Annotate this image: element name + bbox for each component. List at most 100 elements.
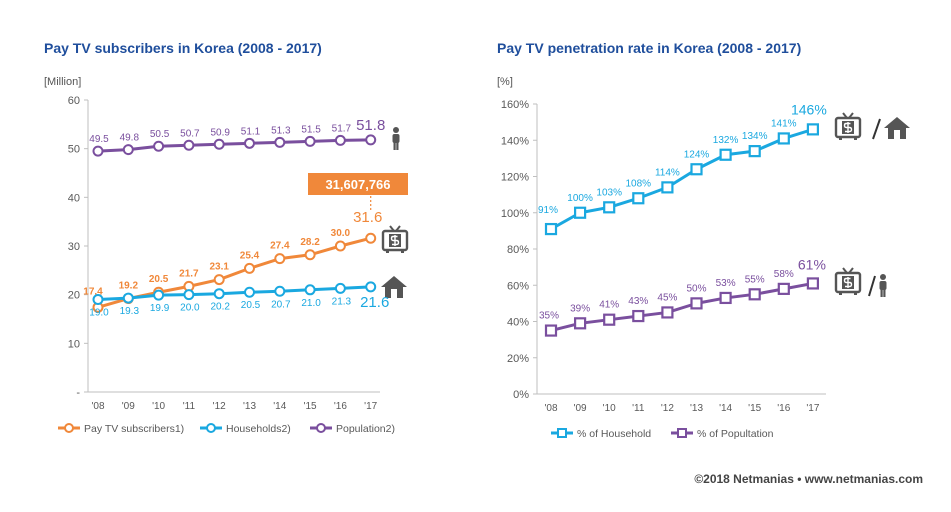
population-rate-point (544, 324, 558, 337)
household-rate-point (603, 201, 616, 214)
subscribers-point (274, 253, 286, 265)
left-legend-swatch-marker (64, 423, 74, 433)
population-point (92, 145, 104, 157)
household-rate-data-label: 132% (713, 135, 739, 146)
left-chart-y-tick-label: 50 (68, 144, 80, 156)
household-rate-point (632, 192, 645, 205)
left-chart-y-tick-label: - (76, 387, 80, 399)
population-point (304, 135, 316, 147)
left-legend-swatch-marker (316, 423, 326, 433)
left-legend-label: Pay TV subscribers1) (84, 423, 184, 435)
right-chart-y-tick-label: 120% (501, 172, 529, 184)
tv-per-person-icon (834, 267, 887, 297)
household-rate-point (690, 163, 703, 176)
households-point (274, 285, 286, 297)
population-rate-point (603, 313, 616, 326)
population-data-label: 51.1 (241, 126, 261, 137)
subscribers-data-label: 27.4 (270, 241, 290, 252)
population-data-label: 50.5 (150, 129, 170, 140)
households-point (183, 289, 195, 301)
left-legend-swatch-marker (206, 423, 216, 433)
left-chart-x-tick-label: '17 (364, 401, 377, 412)
population-rate-data-label: 41% (599, 300, 619, 311)
population-rate-data-label: 58% (774, 269, 794, 280)
households-point (365, 281, 377, 293)
population-data-label: 50.9 (210, 127, 230, 138)
right-legend-label: % of Household (577, 428, 651, 440)
right-legend-swatch-marker (677, 428, 687, 438)
household-rate-data-label: 108% (626, 178, 652, 189)
left-chart-x-tick-label: '16 (334, 401, 347, 412)
population-point (274, 136, 286, 148)
left-chart-x-tick-label: '13 (243, 401, 256, 412)
left-chart-unit: [Million] (44, 76, 82, 88)
households-data-label: 20.7 (271, 299, 291, 310)
footer-credit: ©2018 Netmanias • www.netmanias.com (694, 472, 923, 486)
population-point (365, 134, 377, 146)
population-point (122, 144, 134, 156)
households-point (304, 284, 316, 296)
subscribers-data-label: 25.4 (240, 250, 260, 261)
left-chart-y-tick-label: 40 (68, 192, 80, 204)
population-point (244, 137, 255, 149)
households-point (213, 288, 225, 300)
left-chart-y-tick-label: 60 (68, 95, 80, 107)
households-data-label: 19.3 (120, 306, 140, 317)
households-data-label: 20.5 (241, 300, 261, 311)
right-legend-swatch-marker (557, 428, 567, 438)
person-icon (392, 127, 400, 150)
household-rate-data-label: 100% (567, 193, 593, 204)
tv-icon (381, 225, 409, 253)
household-rate-point (719, 148, 732, 161)
right-chart-y-tick-label: 80% (507, 244, 529, 256)
subscribers-data-label: 23.1 (209, 262, 229, 273)
population-data-label: 49.5 (89, 134, 109, 145)
population-point (213, 138, 225, 150)
population-data-label: 51.8 (356, 117, 385, 134)
population-rate-point (661, 306, 674, 319)
population-point (334, 134, 346, 146)
right-chart-x-tick-label: '16 (777, 403, 790, 414)
households-point (92, 294, 104, 306)
right-chart-x-tick-label: '14 (719, 403, 732, 414)
right-chart-y-tick-label: 140% (501, 135, 529, 147)
households-data-label: 21.6 (360, 294, 389, 311)
subscribers-point (304, 249, 316, 261)
left-chart-x-tick-label: '09 (122, 401, 135, 412)
household-rate-line (550, 127, 814, 231)
population-data-label: 51.5 (301, 124, 321, 135)
population-point (183, 139, 195, 151)
households-data-label: 20.0 (180, 303, 200, 314)
households-data-label: 21.0 (301, 298, 321, 309)
right-chart-x-tick-label: '08 (544, 403, 557, 414)
right-legend-label: % of Popultation (697, 428, 774, 440)
right-chart-y-tick-label: 160% (501, 99, 529, 111)
left-chart-x-tick-label: '15 (304, 401, 317, 412)
right-chart-x-tick-label: '15 (748, 403, 761, 414)
households-point (153, 289, 165, 301)
households-line (97, 285, 371, 302)
left-legend-label: Households2) (226, 423, 291, 435)
right-chart-x-tick-label: '17 (806, 403, 819, 414)
left-chart-x-tick-label: '11 (183, 401, 196, 412)
households-point (244, 286, 255, 298)
subscribers-data-label: 17.4 (83, 286, 103, 297)
left-chart-x-tick-label: '14 (273, 401, 286, 412)
population-rate-data-label: 53% (716, 278, 736, 289)
population-rate-data-label: 45% (657, 292, 677, 303)
population-line (97, 138, 371, 153)
left-chart-y-tick-label: 30 (68, 241, 80, 253)
household-rate-point (661, 181, 674, 194)
population-rate-data-label: 55% (745, 274, 765, 285)
house-icon (381, 276, 407, 298)
right-chart-x-tick-label: '10 (603, 403, 616, 414)
households-point (122, 292, 134, 304)
population-rate-point (573, 317, 587, 330)
household-rate-data-label: 124% (684, 149, 710, 160)
household-rate-point (806, 123, 820, 136)
household-rate-data-label: 91% (538, 205, 558, 216)
population-rate-point (632, 309, 645, 323)
population-data-label: 50.7 (180, 128, 200, 139)
household-rate-point (573, 206, 587, 219)
